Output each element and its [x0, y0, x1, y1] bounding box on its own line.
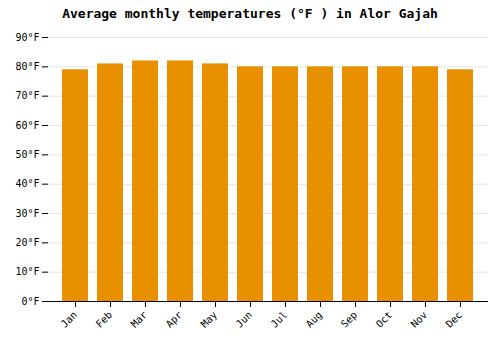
- svg-text:90°F: 90°F: [15, 32, 39, 43]
- svg-text:May: May: [199, 309, 220, 330]
- svg-text:0°F: 0°F: [21, 296, 39, 307]
- svg-text:Oct: Oct: [374, 309, 395, 330]
- svg-text:Aug: Aug: [304, 309, 325, 330]
- html-text:Average monthly temperatures (: Average monthly temperatures (°F ) in Al…: [62, 6, 438, 21]
- svg-text:80°F: 80°F: [15, 61, 39, 72]
- svg-text:Dec: Dec: [444, 309, 465, 330]
- svg-text:Jun: Jun: [234, 309, 255, 330]
- svg-text:60°F: 60°F: [15, 120, 39, 131]
- svg-text:Mar: Mar: [129, 309, 150, 330]
- svg-text:50°F: 50°F: [15, 149, 39, 160]
- svg-text:Feb: Feb: [94, 309, 115, 330]
- svg-text:Sep: Sep: [339, 309, 360, 330]
- svg-text:Jan: Jan: [59, 309, 80, 330]
- svg-text:30°F: 30°F: [15, 208, 39, 219]
- svg-text:Jul: Jul: [269, 309, 290, 330]
- svg-text:10°F: 10°F: [15, 266, 39, 277]
- svg-text:Nov: Nov: [409, 309, 430, 330]
- svg-text:20°F: 20°F: [15, 237, 39, 248]
- svg-text:Apr: Apr: [164, 309, 185, 330]
- svg-text:70°F: 70°F: [15, 90, 39, 101]
- svg-text:40°F: 40°F: [15, 178, 39, 189]
